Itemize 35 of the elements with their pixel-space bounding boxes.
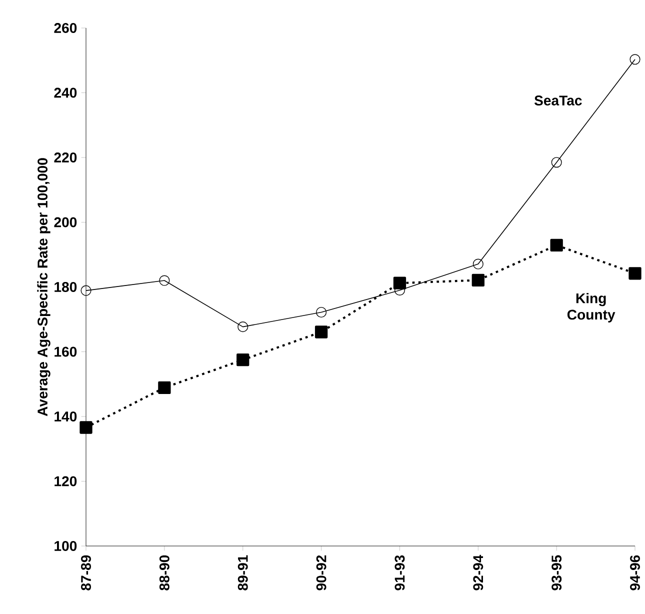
x-tick-label: 93-95 <box>552 555 562 590</box>
point <box>158 381 171 394</box>
y-tick-label: 260 <box>54 23 77 33</box>
x-tick-label: 94-96 <box>630 555 640 590</box>
x-tick-label: 88-90 <box>159 555 170 590</box>
point <box>472 258 484 270</box>
series-label: King County <box>567 292 616 322</box>
point <box>316 306 327 318</box>
x-tick-label: 87-89 <box>81 555 91 590</box>
point <box>551 157 562 168</box>
series-label: SeaTac <box>534 96 582 106</box>
point <box>472 274 484 287</box>
y-tick-label: 100 <box>54 541 77 551</box>
x-tick-label: 89-91 <box>238 555 248 590</box>
point <box>630 54 640 65</box>
x-tick-label: 91-93 <box>394 555 405 590</box>
point <box>80 421 92 434</box>
y-tick-label: 200 <box>54 217 77 228</box>
y-tick-label: 240 <box>54 88 77 98</box>
point <box>628 267 642 280</box>
point <box>314 326 328 338</box>
y-tick-label: 160 <box>54 346 77 357</box>
y-tick-label: 140 <box>54 412 77 422</box>
y-tick-label: 120 <box>54 476 77 486</box>
point <box>550 238 563 252</box>
point <box>238 322 248 332</box>
y-tick-label: 220 <box>54 152 77 162</box>
y-axis-title: Average Age-Specific Rate per 100,000 <box>37 158 50 416</box>
y-tick-label: 180 <box>54 282 77 292</box>
point <box>80 285 92 296</box>
x-tick-label: 92-94 <box>473 554 484 590</box>
x-tick-label: 90-92 <box>316 555 326 590</box>
point <box>236 354 250 366</box>
point <box>159 275 170 286</box>
point <box>393 276 406 290</box>
